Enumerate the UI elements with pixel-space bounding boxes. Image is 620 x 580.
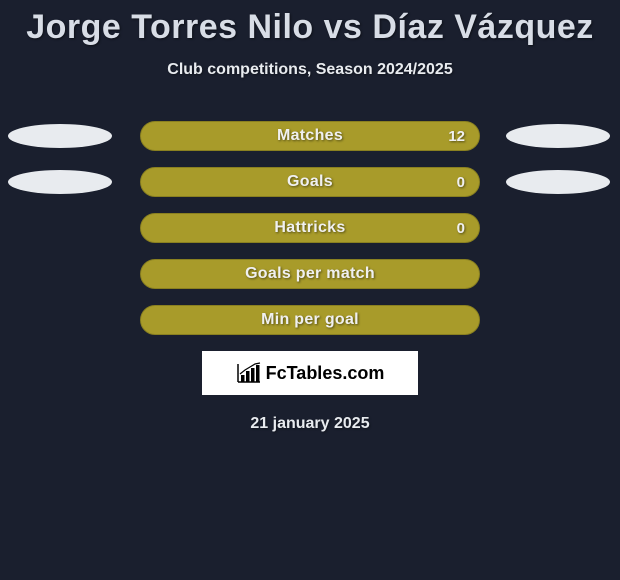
stat-row: Hattricks 0 [0, 213, 620, 243]
stat-bar: Min per goal [140, 305, 480, 335]
stat-value: 0 [457, 174, 465, 191]
stat-value: 12 [448, 128, 465, 145]
stat-row: Min per goal [0, 305, 620, 335]
stat-row: Goals 0 [0, 167, 620, 197]
date-text: 21 january 2025 [0, 415, 620, 433]
stat-bar: Goals per match [140, 259, 480, 289]
left-marker-ellipse [8, 170, 112, 194]
stat-row: Goals per match [0, 259, 620, 289]
stat-bar: Goals 0 [140, 167, 480, 197]
stat-row: Matches 12 [0, 121, 620, 151]
stat-label: Min per goal [261, 311, 359, 329]
page-title: Jorge Torres Nilo vs Díaz Vázquez [0, 0, 620, 47]
stat-label: Goals [287, 173, 333, 191]
bar-chart-icon [236, 362, 262, 384]
right-marker-ellipse [506, 170, 610, 194]
stat-bar: Matches 12 [140, 121, 480, 151]
stat-label: Hattricks [274, 219, 345, 237]
logo-text: FcTables.com [266, 363, 385, 384]
stat-bar: Hattricks 0 [140, 213, 480, 243]
right-marker-ellipse [506, 124, 610, 148]
fctables-logo: FcTables.com [202, 351, 418, 395]
stat-label: Goals per match [245, 265, 375, 283]
stat-value: 0 [457, 220, 465, 237]
left-marker-ellipse [8, 124, 112, 148]
subtitle: Club competitions, Season 2024/2025 [0, 61, 620, 79]
stat-rows: Matches 12 Goals 0 Hattricks 0 Goals per… [0, 121, 620, 335]
stat-label: Matches [277, 127, 343, 145]
